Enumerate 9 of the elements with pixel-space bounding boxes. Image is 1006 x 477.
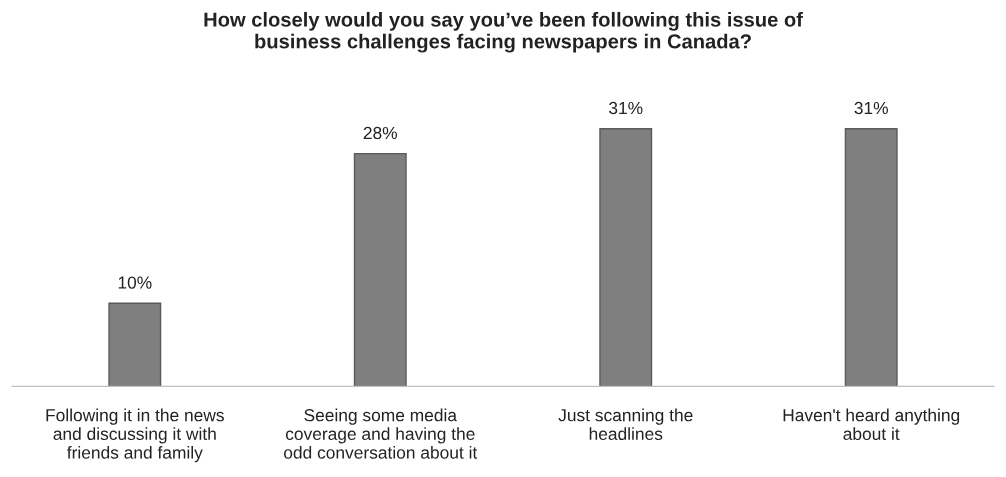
x-tick-label: Just scanning the headlines xyxy=(558,408,693,441)
x-tick-label: Haven't heard anything about it xyxy=(783,408,960,441)
data-label: 10% xyxy=(118,276,152,289)
x-tick-label: Following it in the news and discussing it with friends and family xyxy=(46,408,224,463)
chart-title: How closely would you say you’ve been following this issue of business challenges facing newspapers in Canada? xyxy=(204,11,803,53)
data-label: 28% xyxy=(363,126,398,140)
x-tick-label: Seeing some media coverage and having the odd conversation about it xyxy=(284,408,478,459)
data-label: 31% xyxy=(854,101,888,115)
data-label: 31% xyxy=(609,101,643,115)
